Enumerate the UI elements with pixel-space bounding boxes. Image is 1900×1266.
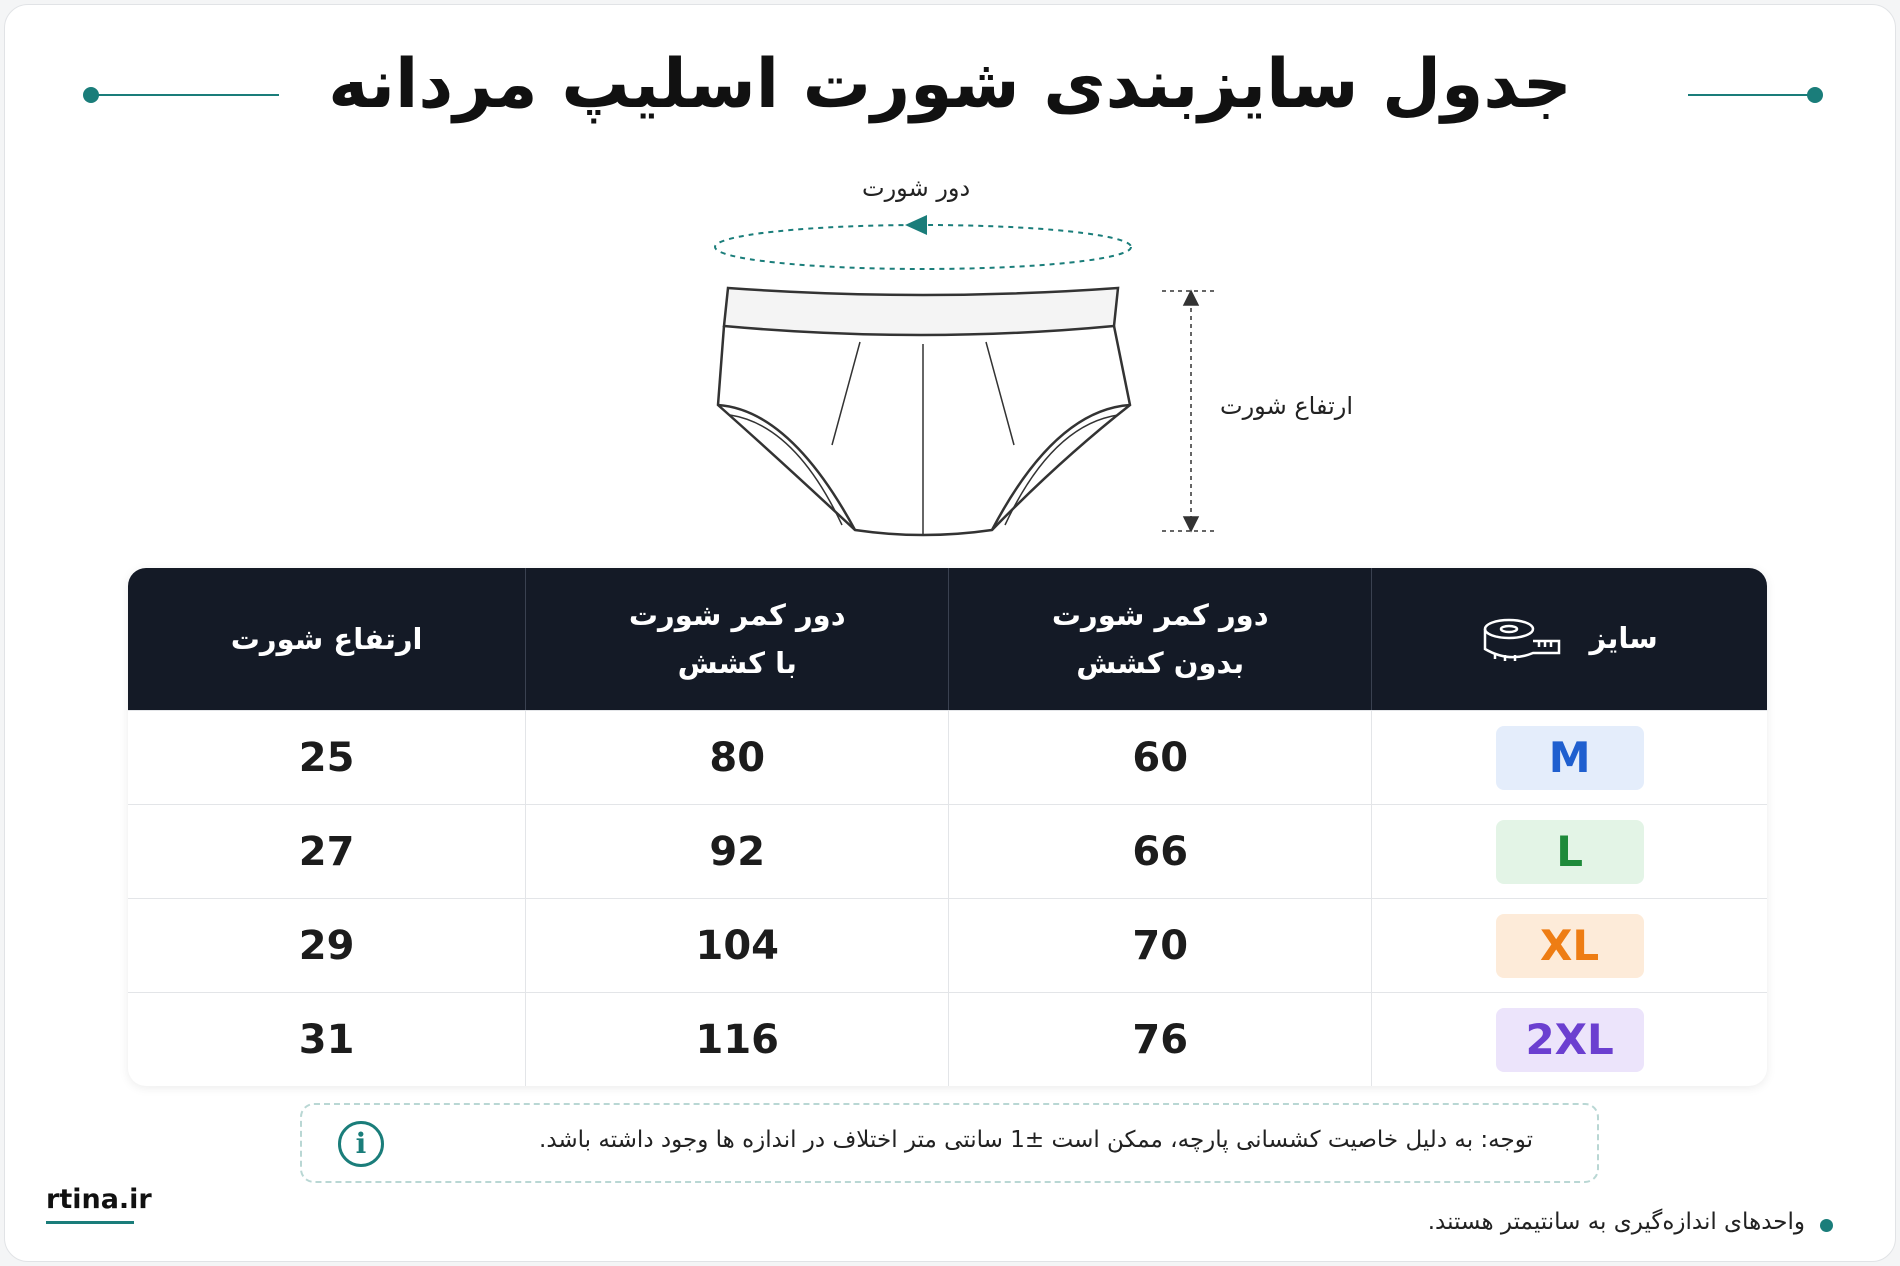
table-cell: 29 [128,898,526,992]
size-badge: L [1495,819,1644,884]
table-cell: 27 [128,804,526,898]
table-row: XL 70 104 29 [128,898,1767,992]
height-label: ارتفاع شورت [1220,392,1354,420]
table-cell: 92 [525,804,949,898]
table-cell: L [1371,804,1767,898]
size-badge: 2XL [1495,1007,1644,1072]
table-cell: XL [1371,898,1767,992]
cell-value: 76 [1132,1016,1189,1063]
table-cell: M [1371,710,1767,804]
footer-text: واحدهای اندازه‌گیری به سانتیمتر هستند. [1427,1209,1805,1235]
table-cell: 80 [525,710,949,804]
cell-value: 66 [1132,828,1189,875]
table-cell: 60 [948,710,1372,804]
arrow-head [905,215,927,235]
title-dot [1807,87,1823,103]
header-text: دور کمر شورت [628,598,846,632]
cell-value: 60 [1132,734,1189,781]
header-text: ارتفاع شورت [230,622,423,656]
header-text: بدون کشش [1076,646,1245,680]
height-arrow [1162,289,1218,533]
table-cell: 25 [128,710,526,804]
header-cell: دور کمر شورت بدون کشش [948,568,1372,710]
table-cell: 76 [948,992,1372,1086]
cell-value: 70 [1132,922,1189,969]
size-badge: M [1495,725,1644,790]
header-row: سایز دور کمر شورت بدون کشش دور کمر شورت با ک… [128,568,1767,710]
brand-underline [46,1221,134,1224]
footer-dot [1820,1219,1833,1232]
cell-value: 31 [298,1016,355,1063]
table-cell: 70 [948,898,1372,992]
table-cell: 66 [948,804,1372,898]
cell-value: 104 [695,922,780,969]
header-cell: ارتفاع شورت [128,568,526,710]
table-row: L 66 92 27 [128,804,1767,898]
header-text: سایز [1589,620,1658,655]
header-text: با کشش [677,646,797,680]
cell-value: 116 [695,1016,780,1063]
cell-value: 80 [709,734,766,781]
cell-value: 29 [298,922,355,969]
size-badge: XL [1495,913,1644,978]
table-row: M 60 80 25 [128,710,1767,804]
briefs-drawing [716,286,1132,537]
size-table: سایز دور کمر شورت بدون کشش دور کمر شورت با ک… [128,568,1767,1086]
cell-value: 25 [298,734,355,781]
info-icon: i [338,1121,384,1167]
title-dot [83,87,99,103]
cell-value: 92 [709,828,766,875]
brand: rtina.ir [46,1184,152,1215]
table-cell: 2XL [1371,992,1767,1086]
tape-icon [1484,618,1561,661]
header-cell: سایز [1371,568,1767,710]
note-box: i توجه: به دلیل خاصیت کشسانی پارچه، ممکن… [300,1103,1599,1183]
table-cell: 116 [525,992,949,1086]
circumference-label: دور شورت [862,174,971,202]
table-cell: 31 [128,992,526,1086]
header-text: دور کمر شورت [1051,598,1269,632]
cell-value: 27 [298,828,355,875]
table-cell: 104 [525,898,949,992]
header-cell: دور کمر شورت با کشش [525,568,949,710]
note-text: توجه: به دلیل خاصیت کشسانی پارچه، ممکن ا… [539,1127,1533,1153]
title: جدول سایزبندی شورت اسلیپ مردانه [328,45,1572,124]
decor [83,87,1823,537]
table-row: 2XL 76 116 31 [128,992,1767,1086]
